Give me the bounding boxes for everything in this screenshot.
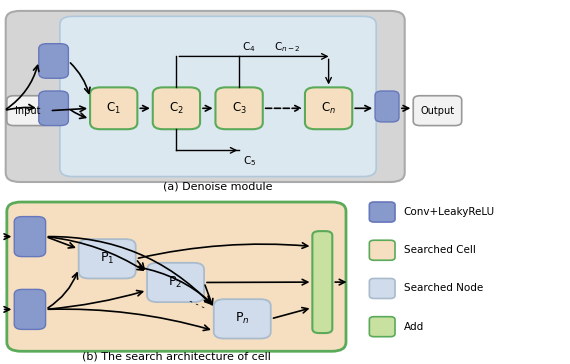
- Text: Conv+LeakyReLU: Conv+LeakyReLU: [404, 207, 495, 217]
- Text: Input: Input: [15, 106, 41, 116]
- FancyBboxPatch shape: [305, 87, 352, 129]
- Text: P$_n$: P$_n$: [235, 311, 250, 327]
- FancyBboxPatch shape: [147, 263, 204, 302]
- Text: P$_2$: P$_2$: [168, 275, 183, 290]
- Text: C$_1$: C$_1$: [107, 101, 121, 116]
- Text: C$_{n-2}$: C$_{n-2}$: [275, 40, 301, 54]
- FancyBboxPatch shape: [39, 91, 68, 126]
- FancyBboxPatch shape: [79, 239, 136, 278]
- Text: P$_1$: P$_1$: [100, 251, 115, 266]
- Text: Searched Cell: Searched Cell: [404, 245, 475, 255]
- FancyBboxPatch shape: [7, 202, 346, 351]
- FancyBboxPatch shape: [60, 16, 376, 177]
- FancyBboxPatch shape: [369, 278, 395, 298]
- FancyBboxPatch shape: [214, 299, 271, 339]
- FancyBboxPatch shape: [369, 240, 395, 260]
- Text: (b) The search architecture of cell: (b) The search architecture of cell: [82, 352, 271, 362]
- FancyBboxPatch shape: [413, 96, 462, 126]
- Text: C$_5$: C$_5$: [243, 154, 256, 168]
- Text: - - -: - - -: [187, 295, 206, 311]
- Text: C$_2$: C$_2$: [169, 101, 184, 116]
- FancyBboxPatch shape: [39, 44, 68, 78]
- FancyBboxPatch shape: [90, 87, 137, 129]
- Text: Output: Output: [421, 106, 454, 116]
- FancyBboxPatch shape: [369, 317, 395, 337]
- FancyBboxPatch shape: [14, 217, 46, 257]
- Text: (a) Denoise module: (a) Denoise module: [163, 182, 273, 192]
- Text: Searched Node: Searched Node: [404, 284, 483, 293]
- FancyBboxPatch shape: [7, 96, 50, 126]
- Text: C$_3$: C$_3$: [231, 101, 247, 116]
- Text: Add: Add: [404, 322, 424, 332]
- FancyBboxPatch shape: [153, 87, 200, 129]
- FancyBboxPatch shape: [312, 231, 332, 333]
- Text: C$_n$: C$_n$: [321, 101, 336, 116]
- FancyBboxPatch shape: [215, 87, 263, 129]
- FancyBboxPatch shape: [369, 202, 395, 222]
- FancyBboxPatch shape: [375, 91, 399, 122]
- FancyBboxPatch shape: [14, 289, 46, 329]
- FancyBboxPatch shape: [6, 11, 405, 182]
- Text: C$_4$: C$_4$: [242, 40, 255, 54]
